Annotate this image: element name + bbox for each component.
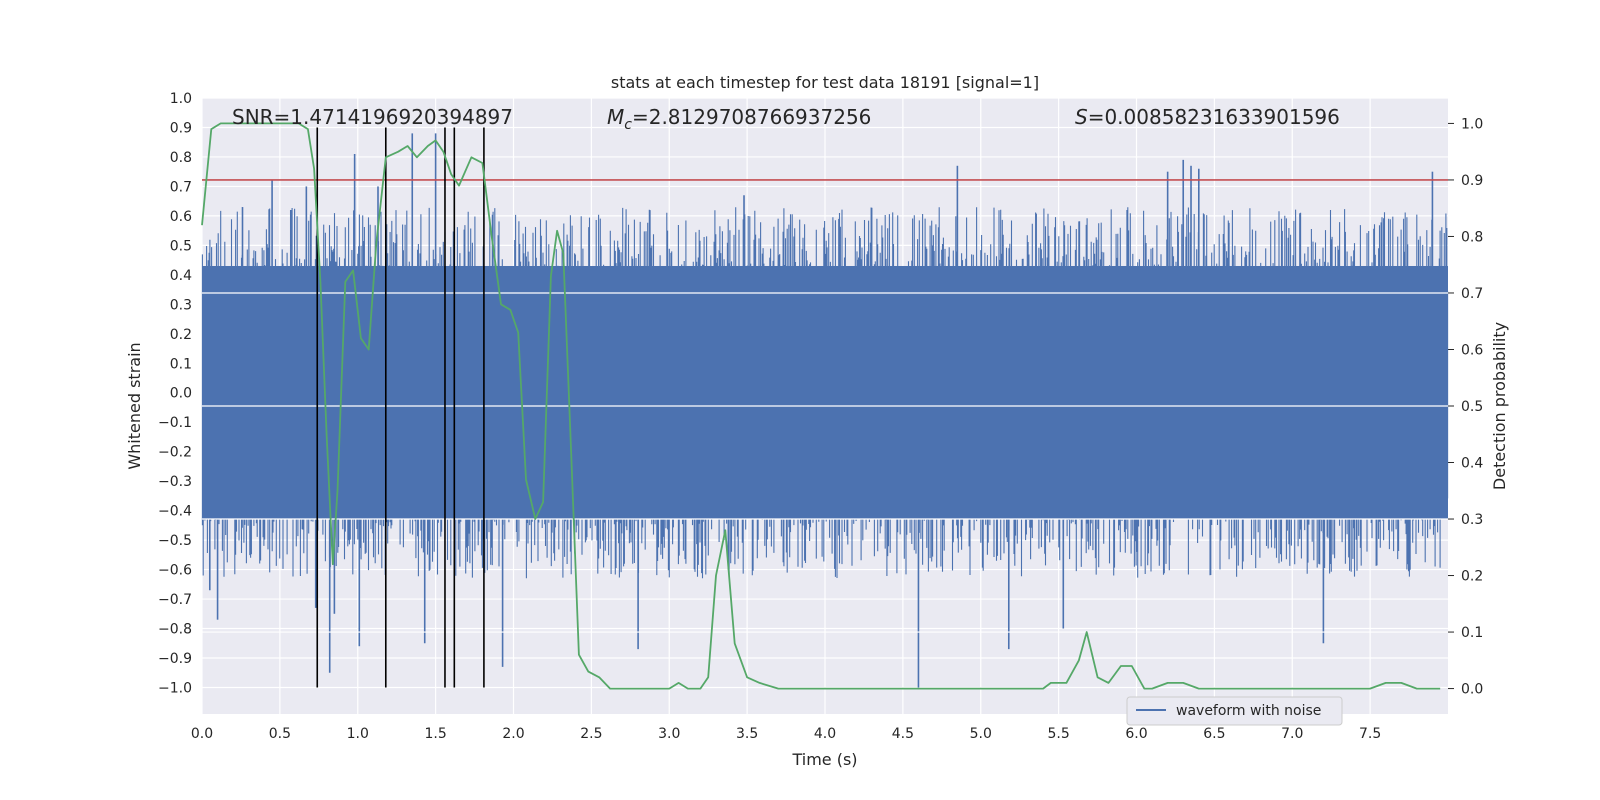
y2-tick-label: 1.0 — [1461, 116, 1483, 132]
y-tick-label: −0.8 — [158, 622, 192, 638]
y-tick-label: 0.1 — [170, 356, 192, 372]
y-tick-label: 0.6 — [170, 209, 192, 225]
y-tick-label: −0.7 — [158, 592, 192, 608]
chart-title: stats at each timestep for test data 181… — [611, 73, 1039, 92]
x-tick-label: 4.0 — [814, 726, 836, 742]
y-tick-label: −0.1 — [158, 415, 192, 431]
y2-axis-label: Detection probability — [1490, 322, 1509, 490]
x-tick-label: 0.5 — [269, 726, 291, 742]
y-tick-label: 0.7 — [170, 179, 192, 195]
y2-tick-label: 0.0 — [1461, 682, 1483, 698]
y-axis-ticks: 1.0 0.9 0.8 0.7 0.6 0.5 0.4 0.3 0.2 0.1 0.0 −0.1 −0.… — [158, 91, 192, 696]
y2-tick-label: 0.4 — [1461, 456, 1483, 472]
x-tick-label: 1.0 — [347, 726, 369, 742]
snr-annotation: SNR=1.4714196920394897 — [232, 105, 513, 129]
x-axis-label: Time (s) — [791, 750, 857, 769]
x-tick-label: 6.5 — [1203, 726, 1225, 742]
y-tick-label: 0.3 — [170, 297, 192, 313]
y2-axis-ticks: 1.0 0.9 0.8 0.7 0.6 0.5 0.4 0.3 0.2 0.1 0.0 — [1448, 116, 1483, 698]
waveform-dense-band — [202, 266, 1448, 520]
x-tick-label: 0.0 — [191, 726, 213, 742]
s-annotation: S=0.00858231633901596 — [1075, 105, 1340, 129]
y2-tick-label: 0.5 — [1461, 399, 1483, 415]
y-tick-label: −0.5 — [158, 533, 192, 549]
x-tick-label: 2.5 — [580, 726, 602, 742]
y-tick-label: −0.6 — [158, 563, 192, 579]
legend: waveform with noise — [1126, 696, 1343, 726]
x-tick-label: 6.0 — [1125, 726, 1147, 742]
y2-tick-label: 0.6 — [1461, 342, 1483, 358]
y-axis-label: Whitened strain — [125, 342, 144, 469]
s-symbol: S — [1075, 105, 1088, 129]
s-value: =0.00858231633901596 — [1088, 105, 1340, 129]
legend-box — [1126, 696, 1343, 726]
x-axis-ticks: 0.0 0.5 1.0 1.5 2.0 2.5 3.0 3.5 4.0 4.5 5.0 5.5 6.0 6… — [191, 726, 1381, 742]
mc-subscript: c — [624, 117, 632, 133]
mc-annotation: Mc=2.8129708766937256 — [607, 105, 871, 133]
mc-value: =2.8129708766937256 — [632, 105, 871, 129]
legend-label: waveform with noise — [1176, 703, 1321, 719]
x-tick-label: 7.5 — [1359, 726, 1381, 742]
y-tick-label: −0.4 — [158, 504, 192, 520]
waveform-series — [201, 133, 1449, 688]
y-tick-label: −0.2 — [158, 445, 192, 461]
y-tick-label: 0.5 — [170, 238, 192, 254]
y-tick-label: 0.9 — [170, 120, 192, 136]
y-tick-label: −0.3 — [158, 474, 192, 490]
y2-tick-label: 0.3 — [1461, 512, 1483, 528]
y-tick-label: 0.8 — [170, 150, 192, 166]
y-tick-label: 0.4 — [170, 268, 192, 284]
x-tick-label: 1.5 — [424, 726, 446, 742]
x-tick-label: 7.0 — [1281, 726, 1303, 742]
mc-symbol: M — [607, 105, 624, 129]
x-tick-label: 3.5 — [736, 726, 758, 742]
probability-series — [201, 122, 1441, 690]
y2-tick-label: 0.9 — [1461, 173, 1483, 189]
y2-tick-label: 0.8 — [1461, 229, 1483, 245]
vlines-group — [316, 127, 485, 688]
x-tick-label: 2.0 — [502, 726, 524, 742]
y-tick-label: −0.9 — [158, 651, 192, 667]
x-tick-label: 5.5 — [1047, 726, 1069, 742]
x-tick-label: 3.0 — [658, 726, 680, 742]
y-tick-label: 0.2 — [170, 327, 192, 343]
y2-tick-label: 0.2 — [1461, 569, 1483, 585]
y-tick-label: −1.0 — [158, 680, 192, 696]
y2-tick-label: 0.1 — [1461, 625, 1483, 641]
x-tick-label: 5.0 — [970, 726, 992, 742]
y-tick-label: 0.0 — [170, 386, 192, 402]
y-tick-label: 1.0 — [170, 91, 192, 107]
y2-tick-label: 0.7 — [1461, 286, 1483, 302]
x-tick-label: 4.5 — [892, 726, 914, 742]
probability-line — [201, 122, 1441, 690]
